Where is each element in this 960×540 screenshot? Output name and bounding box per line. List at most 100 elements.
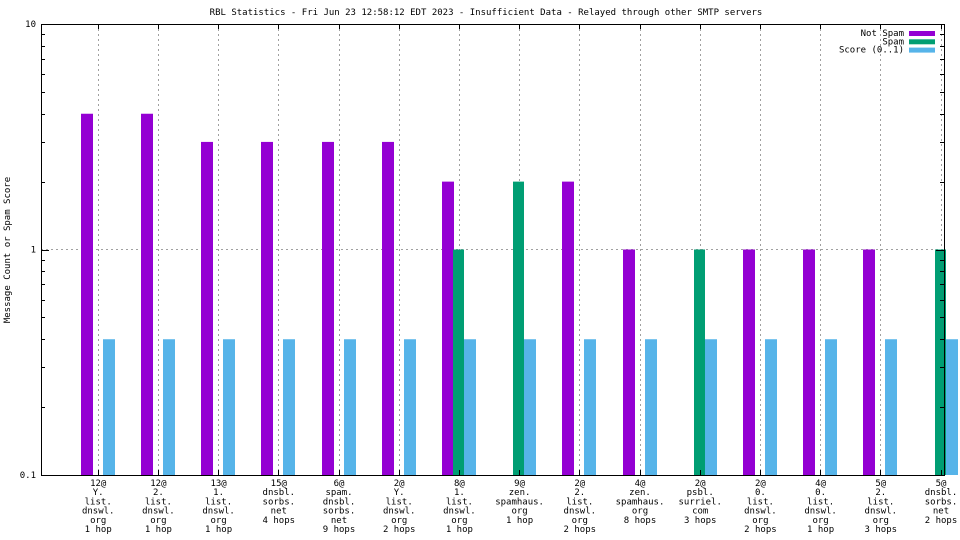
x-tick-label-line: com [692,507,708,517]
x-tick-label-line: org [210,516,226,526]
x-tick-label-line: 12@ [90,479,107,489]
bar-score [283,339,295,475]
bar-score [103,339,115,475]
x-tick-label-line: org [511,507,527,517]
x-tick-label-line: org [632,507,648,517]
x-tick-label-line: list. [747,497,774,507]
x-tick-label-line: 1 hop [205,525,232,535]
x-tick-label-line: spamhaus. [616,497,665,507]
bar-not-spam [322,141,334,475]
x-tick-label-line: 2 hops [744,525,777,535]
x-tick-label-line: list. [867,497,894,507]
chart-title: RBL Statistics - Fri Jun 23 12:58:12 EDT… [210,8,763,18]
bar-not-spam [562,181,574,475]
x-tick-label-line: 9 hops [323,525,356,535]
x-tick-label: 5@ dnsbl. sorbs. net 2 hops [925,479,958,526]
x-tick-label-line: net [933,507,949,517]
x-tick-label-line: dnswl. [383,507,416,517]
x-tick-label-line: org [451,516,467,526]
legend-label: Not Spam [861,29,904,39]
x-tick-label-line: 1 hop [506,516,533,526]
x-tick-label: 4@ zen. spamhaus. org 8 hops [616,479,665,526]
x-tick-label-line: 2@ [574,479,585,489]
x-tick-label-line: 2@ [695,479,706,489]
x-tick-label-line: 1. [213,488,224,498]
bar-score [344,339,356,475]
bar-not-spam [201,141,213,475]
x-tick-label-line: surriel. [679,497,722,507]
bar-not-spam [623,249,635,475]
x-tick-label-line: 2@ [755,479,766,489]
x-tick-label-line: list. [205,497,232,507]
y-tick-label: 0.1 [20,471,36,481]
x-tick-label: 8@ 1. list. dnswl. org 1 hop [443,479,476,535]
x-tick-label-line: 4@ [635,479,646,489]
bar-not-spam [382,141,394,475]
x-tick-label-line: dnswl. [142,507,175,517]
x-tick-label-line: 9@ [514,479,525,489]
axes [41,24,945,476]
x-tick-label-line: 13@ [210,479,227,489]
legend-swatch [909,31,935,36]
bar-not-spam [442,181,454,475]
legend-label: Spam [882,37,904,47]
bar-not-spam [743,249,755,475]
x-tick-label: 6@ spam. dnsbl. sorbs. net 9 hops [323,479,356,535]
x-tick-label: 2@ psbl. surriel. com 3 hops [679,479,722,526]
bar-spam [935,249,946,475]
bar-score [163,339,175,475]
x-tick-label-line: 6@ [334,479,345,489]
x-tick-label-line: net [331,516,347,526]
x-tick-label-line: 1. [454,488,465,498]
x-tick-label-line: sorbs. [925,497,958,507]
x-tick-label: 2@ Y. list. dnswl. org 2 hops [383,479,416,535]
x-tick-label-line: zen. [629,488,651,498]
x-tick-label: 12@ 2. list. dnswl. org 1 hop [142,479,175,535]
x-tick-label: 15@ dnsbl. sorbs. net 4 hops [263,479,296,526]
x-tick-label-line: spamhaus. [495,497,544,507]
y-axis-label: Message Count or Spam Score [3,177,13,323]
x-tick-label-line: 8 hops [624,516,657,526]
x-tick-label-line: 2 hops [564,525,597,535]
bar-spam [453,249,464,475]
legend-label: Score (0..1) [839,46,904,56]
x-tick-label-line: 2. [875,488,886,498]
x-tick-label-line: org [150,516,166,526]
x-tick-label-line: dnswl. [202,507,235,517]
y-tick-label: 1 [31,246,36,256]
x-tick-label-line: list. [807,497,834,507]
x-tick-label: 12@ Y. list. dnswl. org 1 hop [82,479,115,535]
x-tick-label-line: psbl. [687,488,714,498]
x-tick-label: 4@ 0. list. dnswl. org 1 hop [804,479,837,535]
legend-swatch [909,47,935,53]
x-tick-label-line: zen. [509,488,531,498]
x-tick-label-line: 5@ [936,479,947,489]
x-tick-label-line: org [873,516,889,526]
x-tick-label-line: 5@ [875,479,886,489]
x-tick-label: 2@ 0. list. dnswl. org 2 hops [744,479,777,535]
x-tick-label-line: net [271,507,287,517]
x-tick-label-line: sorbs. [323,507,356,517]
x-tick-label: 9@ zen. spamhaus. org 1 hop [495,479,544,526]
legend-swatch [909,39,935,45]
x-tick-label-line: 2 hops [925,516,958,526]
x-tick-label-line: 1 hop [807,525,834,535]
x-tick-label-line: 12@ [150,479,167,489]
x-tick-label-line: list. [85,497,112,507]
bar-score [825,339,837,475]
x-tick-label-line: dnswl. [564,507,597,517]
x-tick-label-line: 3 hops [865,525,898,535]
bar-spam [694,249,705,475]
x-tick-label-line: list. [145,497,172,507]
bar-not-spam [261,141,273,475]
x-tick-label-line: org [90,516,106,526]
x-tick-label-line: spam. [325,488,352,498]
x-tick-label-line: 1 hop [145,525,172,535]
bar-score [223,339,235,475]
x-tick-label-line: dnswl. [744,507,777,517]
x-tick-label-line: dnswl. [865,507,898,517]
x-tick-label-line: org [812,516,828,526]
x-tick-label-line: dnsbl. [925,488,958,498]
